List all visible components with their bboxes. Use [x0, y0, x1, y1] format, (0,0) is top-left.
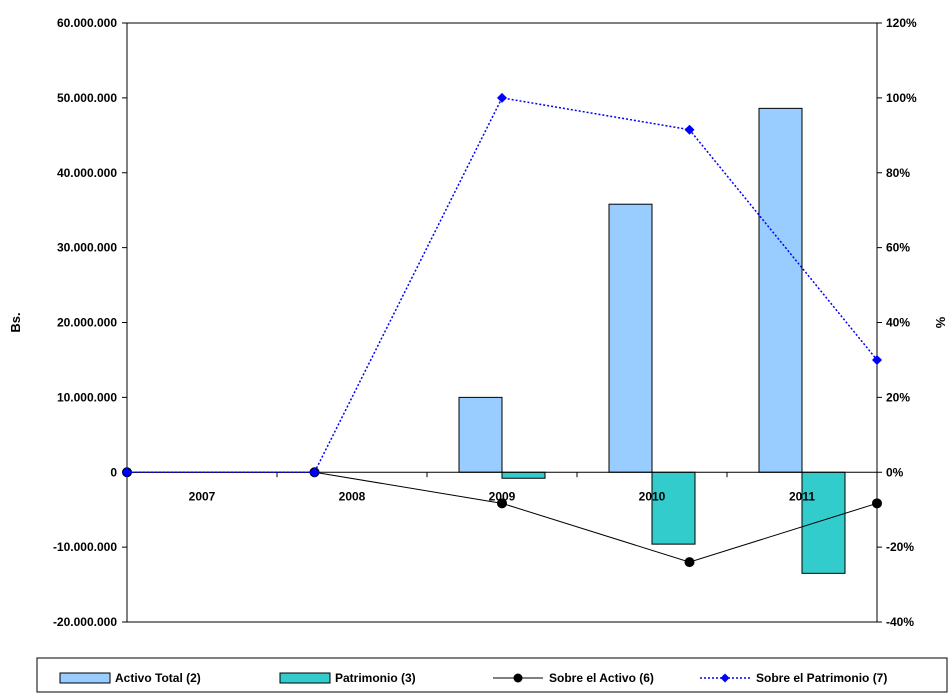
- y-left-tick-label: -10.000.000: [53, 540, 117, 554]
- point-sobre-el-patrimonio: [309, 467, 320, 478]
- legend-marker: [720, 673, 730, 683]
- x-tick-label: 2008: [339, 489, 366, 503]
- bar-activo-total: [458, 396, 503, 473]
- legend-label: Patrimonio (3): [335, 671, 416, 685]
- legend-swatch: [279, 672, 331, 684]
- y-right-tick-label: 20%: [886, 390, 910, 404]
- bar-activo-total: [608, 203, 653, 473]
- y-right-tick-label: 120%: [886, 16, 917, 30]
- y-left-tick-label: 10.000.000: [57, 390, 117, 404]
- bar-patrimonio: [501, 471, 546, 479]
- point-sobre-el-activo: [684, 557, 695, 568]
- y-right-tick-label: -20%: [886, 540, 914, 554]
- bar-activo-total: [758, 107, 803, 473]
- legend-label: Sobre el Activo (6): [549, 671, 654, 685]
- point-sobre-el-patrimonio: [684, 124, 695, 135]
- point-sobre-el-patrimonio: [122, 467, 132, 478]
- y-left-tick-label: 50.000.000: [57, 91, 117, 105]
- x-tick-label: 2007: [189, 489, 216, 503]
- point-sobre-el-activo: [497, 498, 507, 509]
- y-left-tick-label: 30.000.000: [57, 241, 117, 255]
- y-left-tick-label: 60.000.000: [57, 16, 117, 30]
- x-tick-label: 2009: [489, 489, 516, 503]
- y-right-tick-label: 60%: [886, 241, 910, 255]
- bar-patrimonio: [651, 471, 696, 545]
- y-left-tick-label: 20.000.000: [57, 316, 117, 330]
- point-sobre-el-patrimonio: [872, 354, 882, 365]
- x-tick-label: 2010: [639, 489, 666, 503]
- point-sobre-el-patrimonio: [497, 92, 507, 103]
- y-right-tick-label: -40%: [886, 615, 914, 629]
- legend-label: Sobre el Patrimonio (7): [756, 671, 887, 685]
- y-right-tick-label: 40%: [886, 316, 910, 330]
- y-right-axis-title: %: [933, 317, 948, 329]
- y-left-axis-title: Bs.: [8, 312, 23, 332]
- legend-swatch: [59, 672, 111, 684]
- y-left-tick-label: 40.000.000: [57, 166, 117, 180]
- legend-label: Activo Total (2): [115, 671, 201, 685]
- y-right-tick-label: 100%: [886, 91, 917, 105]
- point-sobre-el-activo: [872, 498, 882, 509]
- legend-marker: [513, 673, 523, 683]
- plot-area: [126, 22, 878, 623]
- line-sobre-el-patrimonio: [127, 97, 878, 473]
- y-right-tick-label: 80%: [886, 166, 910, 180]
- y-left-tick-label: 0: [110, 465, 117, 479]
- y-right-tick-label: 0%: [886, 465, 904, 479]
- y-left-tick-label: -20.000.000: [53, 615, 117, 629]
- x-tick-label: 2011: [789, 489, 815, 503]
- bar-patrimonio: [801, 471, 846, 574]
- legend: [36, 657, 948, 693]
